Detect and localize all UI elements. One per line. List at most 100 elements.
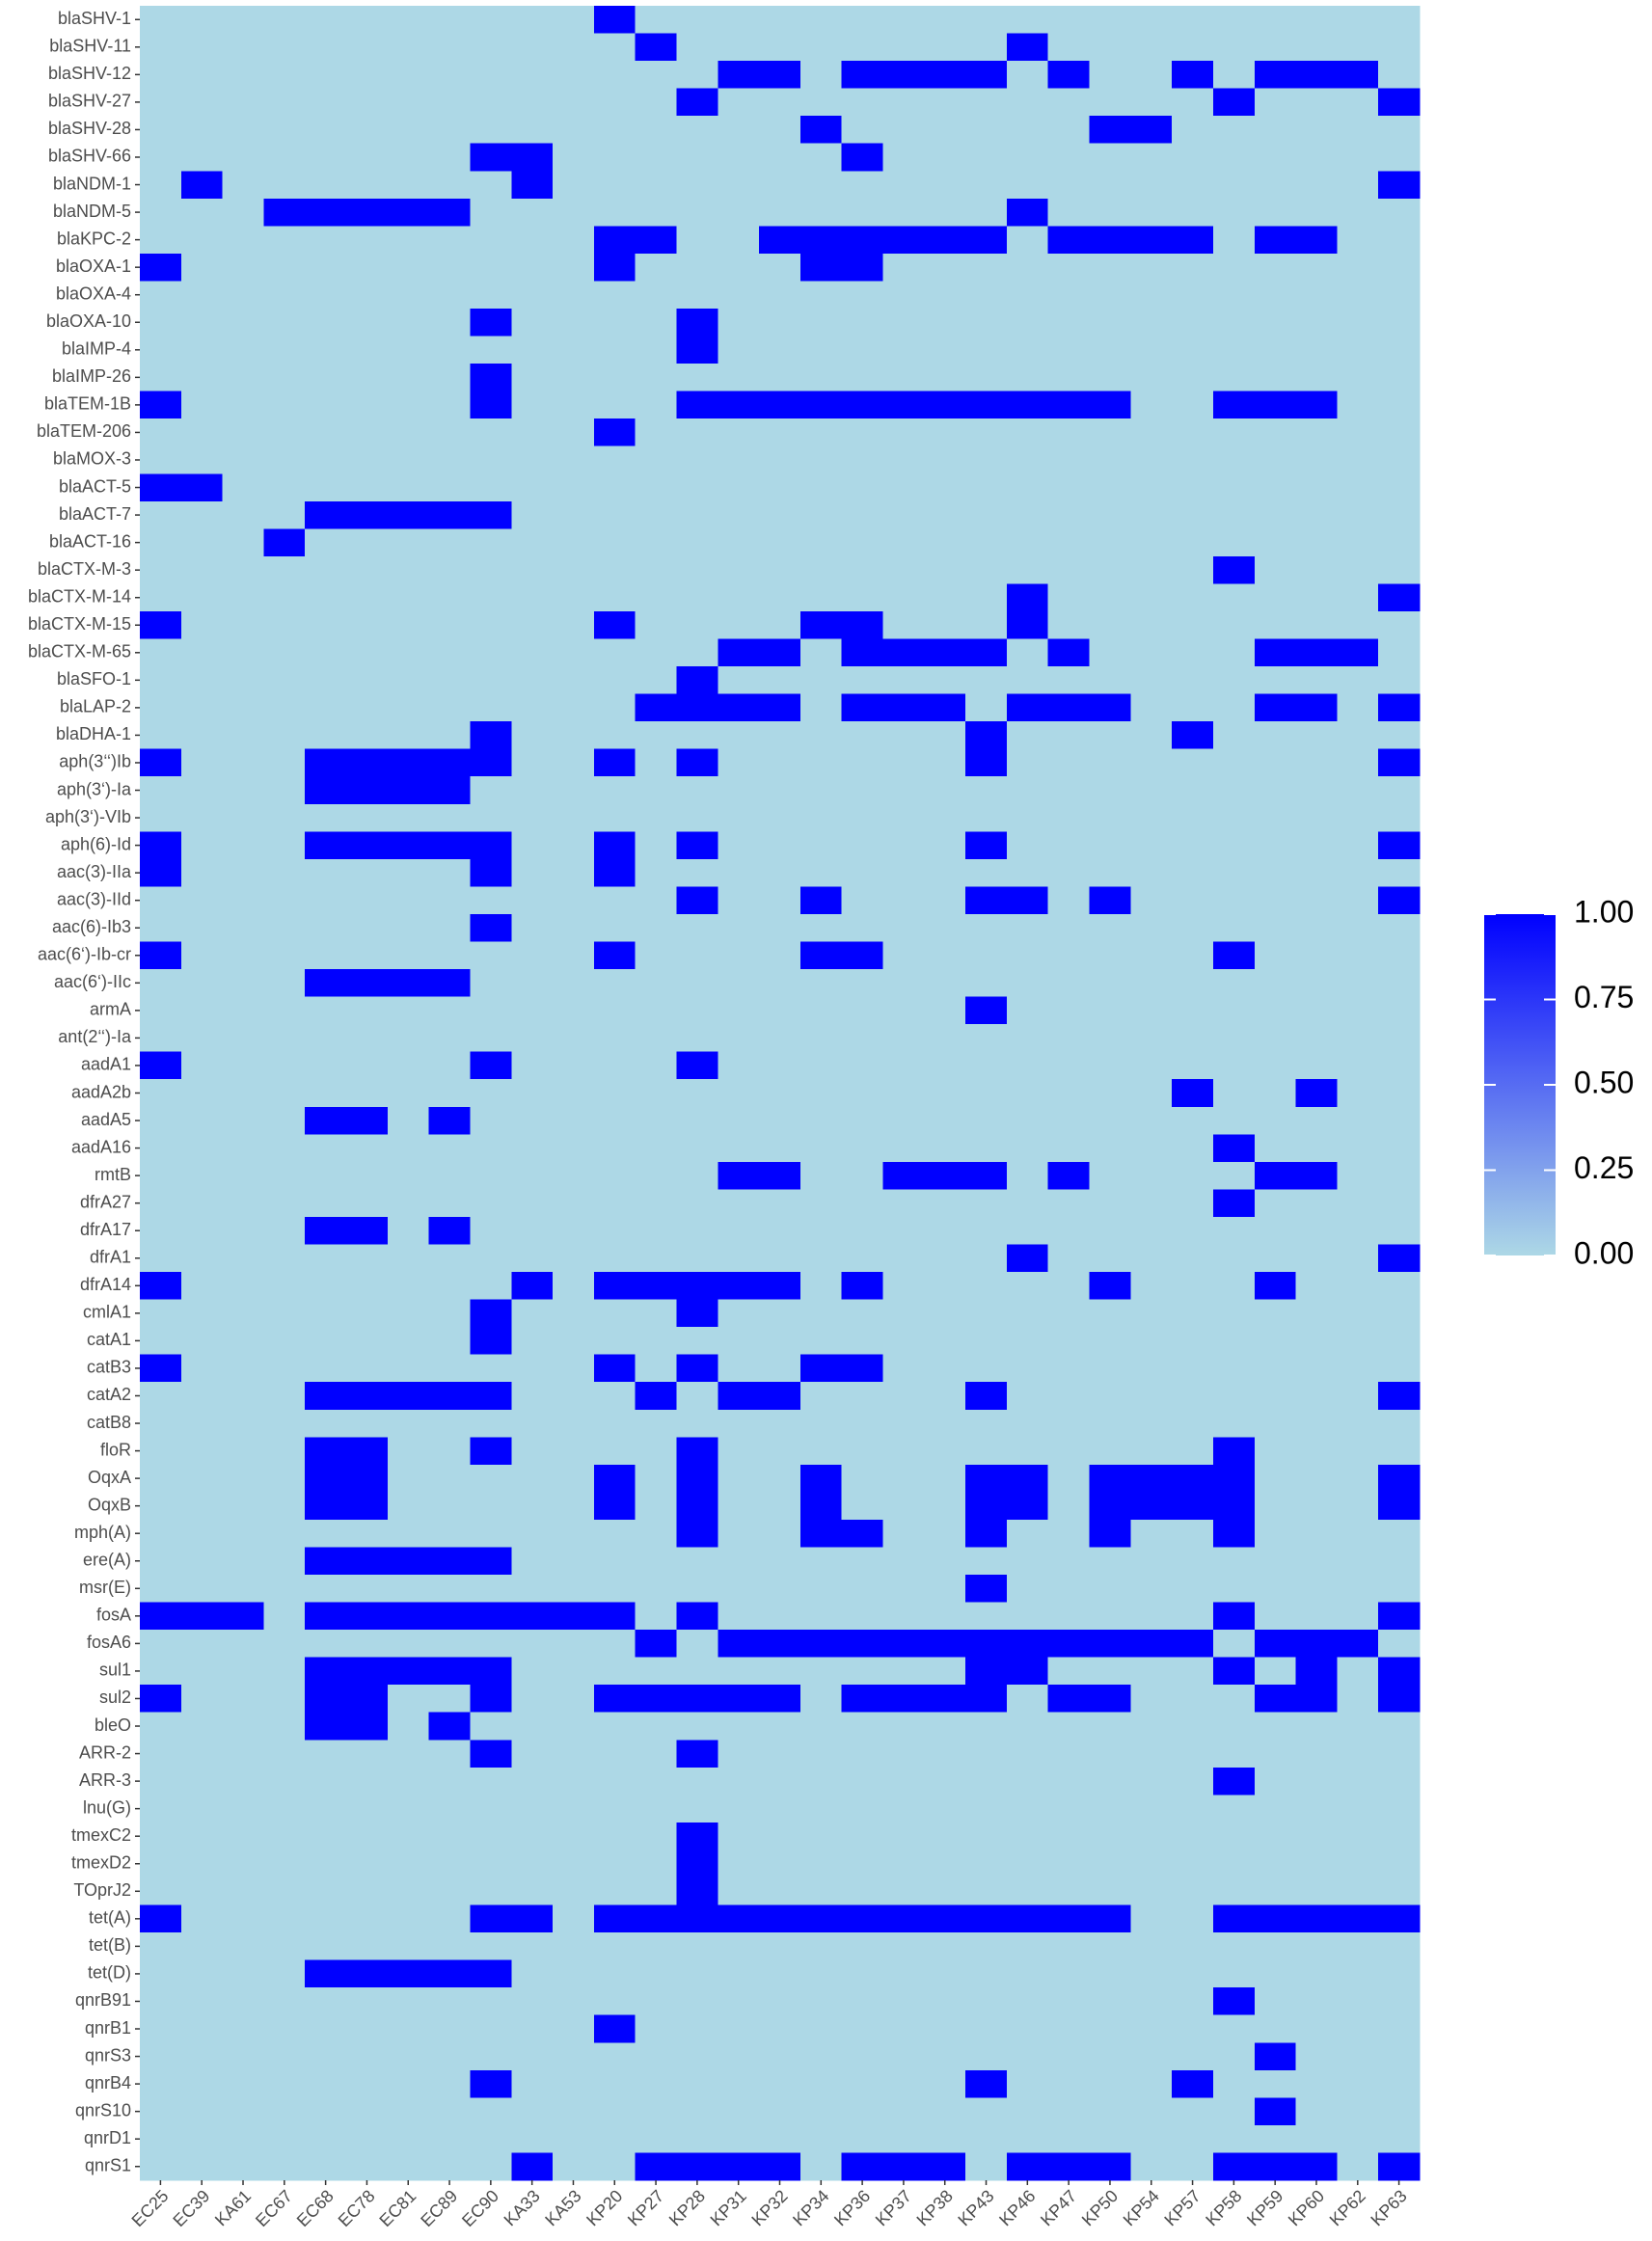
cell bbox=[1378, 391, 1421, 419]
cell bbox=[841, 1492, 884, 1521]
cell bbox=[553, 969, 595, 998]
cell bbox=[1006, 1079, 1049, 1108]
y-tick-label: floR bbox=[100, 1440, 131, 1459]
cell bbox=[305, 2152, 347, 2181]
cell bbox=[718, 638, 760, 667]
cell bbox=[1130, 473, 1173, 502]
cell bbox=[511, 143, 554, 172]
cell bbox=[511, 88, 554, 117]
cell bbox=[924, 528, 966, 557]
cell bbox=[799, 1850, 843, 1878]
cell bbox=[180, 1932, 224, 1961]
cell bbox=[1378, 226, 1421, 255]
cell bbox=[593, 33, 636, 62]
cell bbox=[1378, 1244, 1421, 1273]
cell bbox=[511, 336, 554, 364]
cell bbox=[140, 1630, 182, 1659]
cell bbox=[1130, 748, 1173, 777]
cell bbox=[882, 776, 925, 805]
cell bbox=[676, 1134, 718, 1163]
cell bbox=[553, 886, 595, 915]
cell bbox=[924, 143, 966, 172]
cell bbox=[511, 2124, 554, 2153]
cell bbox=[470, 1189, 512, 1218]
cell bbox=[1047, 1189, 1091, 1218]
cell bbox=[263, 1795, 306, 1823]
cell bbox=[1378, 803, 1421, 832]
cell bbox=[222, 1106, 264, 1135]
cell bbox=[1172, 143, 1214, 172]
cell bbox=[222, 803, 264, 832]
cell bbox=[718, 1299, 760, 1328]
y-tick-label: blaSHV-12 bbox=[48, 64, 131, 83]
cell bbox=[1378, 1575, 1421, 1604]
cell bbox=[263, 281, 306, 310]
cell bbox=[1378, 1657, 1421, 1686]
cell bbox=[470, 1712, 512, 1741]
cell bbox=[180, 88, 224, 117]
cell bbox=[635, 281, 677, 310]
cell bbox=[799, 1134, 843, 1163]
cell bbox=[1089, 1024, 1131, 1053]
cell bbox=[593, 1024, 636, 1053]
cell bbox=[1295, 2042, 1338, 2071]
cell bbox=[180, 1079, 224, 1108]
cell bbox=[470, 61, 512, 90]
cell bbox=[140, 1987, 182, 2016]
cell bbox=[1172, 1602, 1214, 1631]
cell bbox=[387, 1051, 430, 1080]
cell bbox=[593, 1575, 636, 1604]
cell bbox=[1254, 1272, 1297, 1301]
cell bbox=[1254, 831, 1297, 860]
cell bbox=[1378, 1079, 1421, 1108]
cell bbox=[799, 226, 843, 255]
cell bbox=[676, 1795, 718, 1823]
cell bbox=[593, 2097, 636, 2126]
cell bbox=[1130, 858, 1173, 887]
cell bbox=[222, 1244, 264, 1273]
cell bbox=[799, 1877, 843, 1906]
cell bbox=[222, 1932, 264, 1961]
cell bbox=[1006, 33, 1049, 62]
cell bbox=[180, 1877, 224, 1906]
cell bbox=[387, 1630, 430, 1659]
cell bbox=[1047, 913, 1091, 943]
cell bbox=[1006, 418, 1049, 447]
cell bbox=[222, 418, 264, 447]
cell bbox=[263, 198, 306, 227]
cell bbox=[553, 803, 595, 832]
cell bbox=[882, 721, 925, 750]
cell bbox=[593, 61, 636, 90]
cell bbox=[553, 528, 595, 557]
cell bbox=[1089, 1602, 1131, 1631]
cell bbox=[346, 1464, 389, 1493]
cell bbox=[676, 1299, 718, 1328]
cell bbox=[1337, 2152, 1379, 2181]
cell bbox=[1295, 1437, 1338, 1466]
cell bbox=[1006, 446, 1049, 474]
cell bbox=[222, 2097, 264, 2126]
cell bbox=[676, 1051, 718, 1080]
cell bbox=[305, 226, 347, 255]
cell bbox=[428, 776, 471, 805]
cell bbox=[1006, 253, 1049, 282]
cell bbox=[1047, 1712, 1091, 1741]
cell bbox=[263, 1575, 306, 1604]
cell bbox=[511, 1216, 554, 1245]
cell bbox=[635, 1767, 677, 1796]
cell bbox=[346, 308, 389, 338]
y-tick-label: qnrS3 bbox=[85, 2045, 131, 2065]
cell bbox=[140, 776, 182, 805]
cell bbox=[346, 583, 389, 612]
cell bbox=[140, 693, 182, 722]
cell bbox=[1047, 1079, 1091, 1108]
cell bbox=[222, 1464, 264, 1493]
cell bbox=[1212, 473, 1256, 502]
cell bbox=[1212, 1822, 1256, 1850]
cell bbox=[841, 721, 884, 750]
cell bbox=[387, 61, 430, 90]
cell bbox=[1006, 281, 1049, 310]
cell bbox=[1089, 2042, 1131, 2071]
cell bbox=[676, 1850, 718, 1878]
cell bbox=[470, 1327, 512, 1356]
